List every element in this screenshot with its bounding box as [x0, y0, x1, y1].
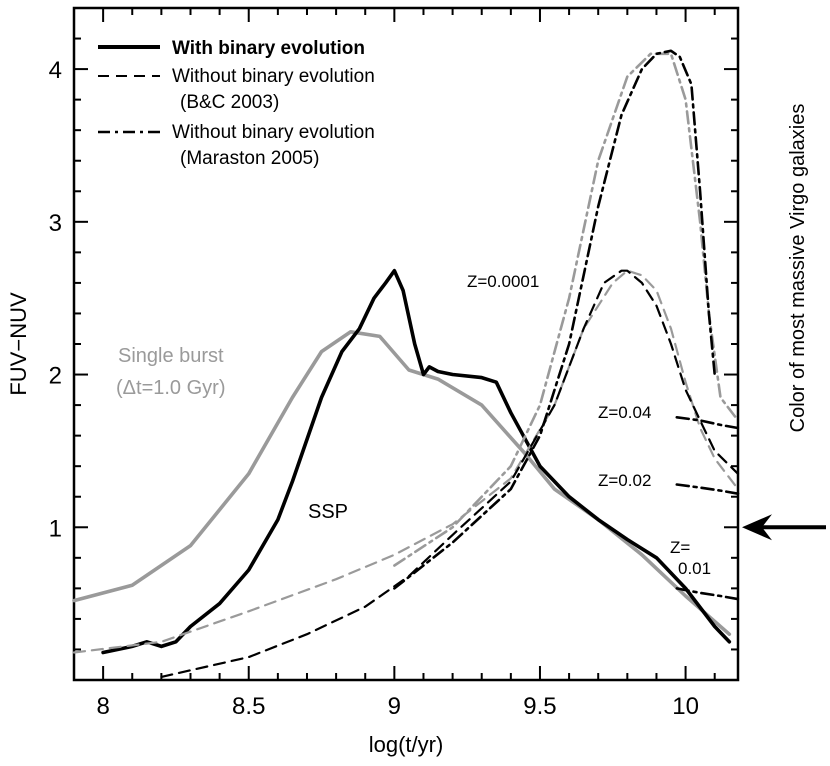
x-tick-label: 10: [672, 693, 699, 720]
ticks: 8 8.5 9 9.5 10 1 2 3 4: [49, 7, 738, 720]
x-axis-label: log(t/yr): [369, 732, 444, 757]
plot-frame: [72, 6, 740, 682]
legend-label-maraston-ref: (Maraston 2005): [180, 148, 319, 169]
virgo-label: Color of most massive Virgo galaxies: [787, 104, 809, 433]
legend: With binary evolution Without binary evo…: [98, 38, 375, 169]
y-tick-label: 4: [49, 57, 62, 84]
y-axis-label: FUV−NUV: [6, 292, 31, 396]
series-line-5: [393, 49, 717, 590]
series-line-8: [675, 587, 740, 601]
series-line-6: [675, 415, 740, 430]
series-line-2: [72, 269, 740, 654]
y-tick-label: 3: [49, 210, 62, 237]
x-tick-label: 9: [388, 693, 401, 720]
virgo-marker: Color of most massive Virgo galaxies: [742, 104, 826, 541]
x-tick-label: 9.5: [523, 693, 556, 720]
ssp-label: SSP: [308, 501, 348, 523]
legend-label-binary: With binary evolution: [172, 38, 365, 59]
series-line-3: [160, 269, 740, 679]
z-004-label: Z=0.04: [598, 403, 651, 422]
z-001-label-line2: 0.01: [678, 559, 711, 578]
virgo-arrow-head: [742, 514, 772, 541]
x-tick-label: 8: [96, 693, 109, 720]
series-line-4: [393, 52, 740, 567]
legend-label-bc2003-ref: (B&C 2003): [180, 92, 279, 113]
series-layer: [72, 49, 740, 679]
legend-label-bc2003: Without binary evolution: [172, 66, 375, 87]
series-line-1: [101, 268, 732, 655]
y-tick-label: 1: [49, 515, 62, 542]
single-burst-dt-label: (Δt=1.0 Gyr): [116, 377, 226, 399]
z-0001-label: Z=0.0001: [467, 272, 539, 291]
z-001-label-line1: Z=: [670, 538, 690, 557]
z-002-label: Z=0.02: [598, 471, 651, 490]
y-tick-label: 2: [49, 363, 62, 390]
single-burst-label: Single burst: [118, 345, 224, 367]
x-tick-label: 8.5: [232, 693, 265, 720]
legend-label-maraston: Without binary evolution: [172, 122, 375, 143]
series-line-7: [675, 483, 740, 496]
